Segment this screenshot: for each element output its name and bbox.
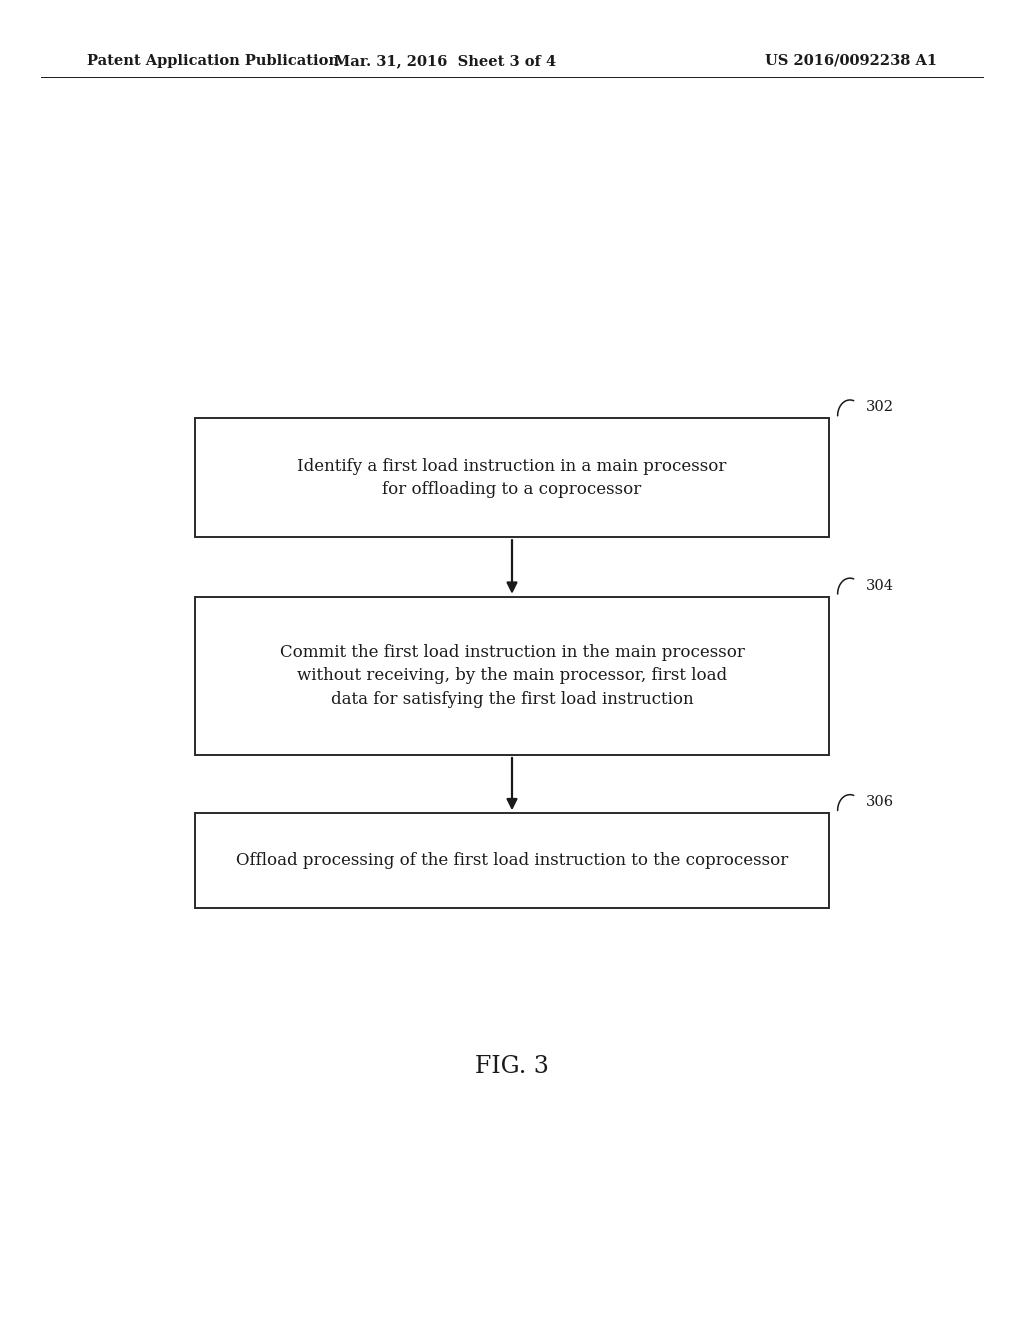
Text: Patent Application Publication: Patent Application Publication [87,54,339,67]
Bar [195,597,829,755]
Text: 304: 304 [866,578,894,593]
Text: Identify a first load instruction in a main processor
for offloading to a coproc: Identify a first load instruction in a m… [297,458,727,498]
Bar [195,418,829,537]
Text: US 2016/0092238 A1: US 2016/0092238 A1 [765,54,937,67]
Text: 306: 306 [866,795,894,809]
Text: FIG. 3: FIG. 3 [475,1055,549,1078]
Text: Offload processing of the first load instruction to the coprocessor: Offload processing of the first load ins… [236,853,788,869]
Text: Mar. 31, 2016  Sheet 3 of 4: Mar. 31, 2016 Sheet 3 of 4 [335,54,556,67]
Text: Commit the first load instruction in the main processor
without receiving, by th: Commit the first load instruction in the… [280,644,744,708]
Text: 302: 302 [866,400,894,414]
Bar [195,813,829,908]
